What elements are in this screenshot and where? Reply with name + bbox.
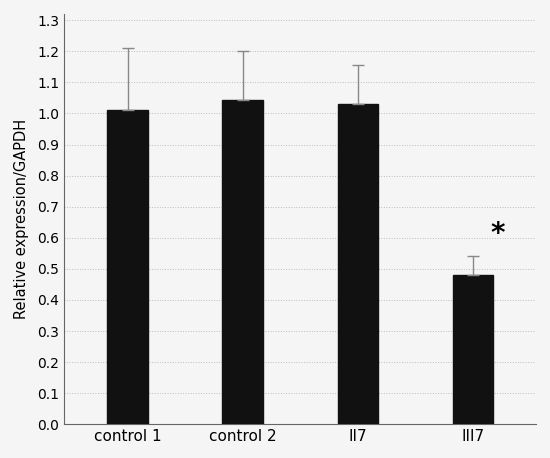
Bar <box>107 110 147 424</box>
Bar <box>222 99 263 424</box>
Text: *: * <box>491 220 505 248</box>
Bar <box>453 275 493 424</box>
Bar <box>338 104 378 424</box>
Y-axis label: Relative expression/GAPDH: Relative expression/GAPDH <box>14 119 29 319</box>
